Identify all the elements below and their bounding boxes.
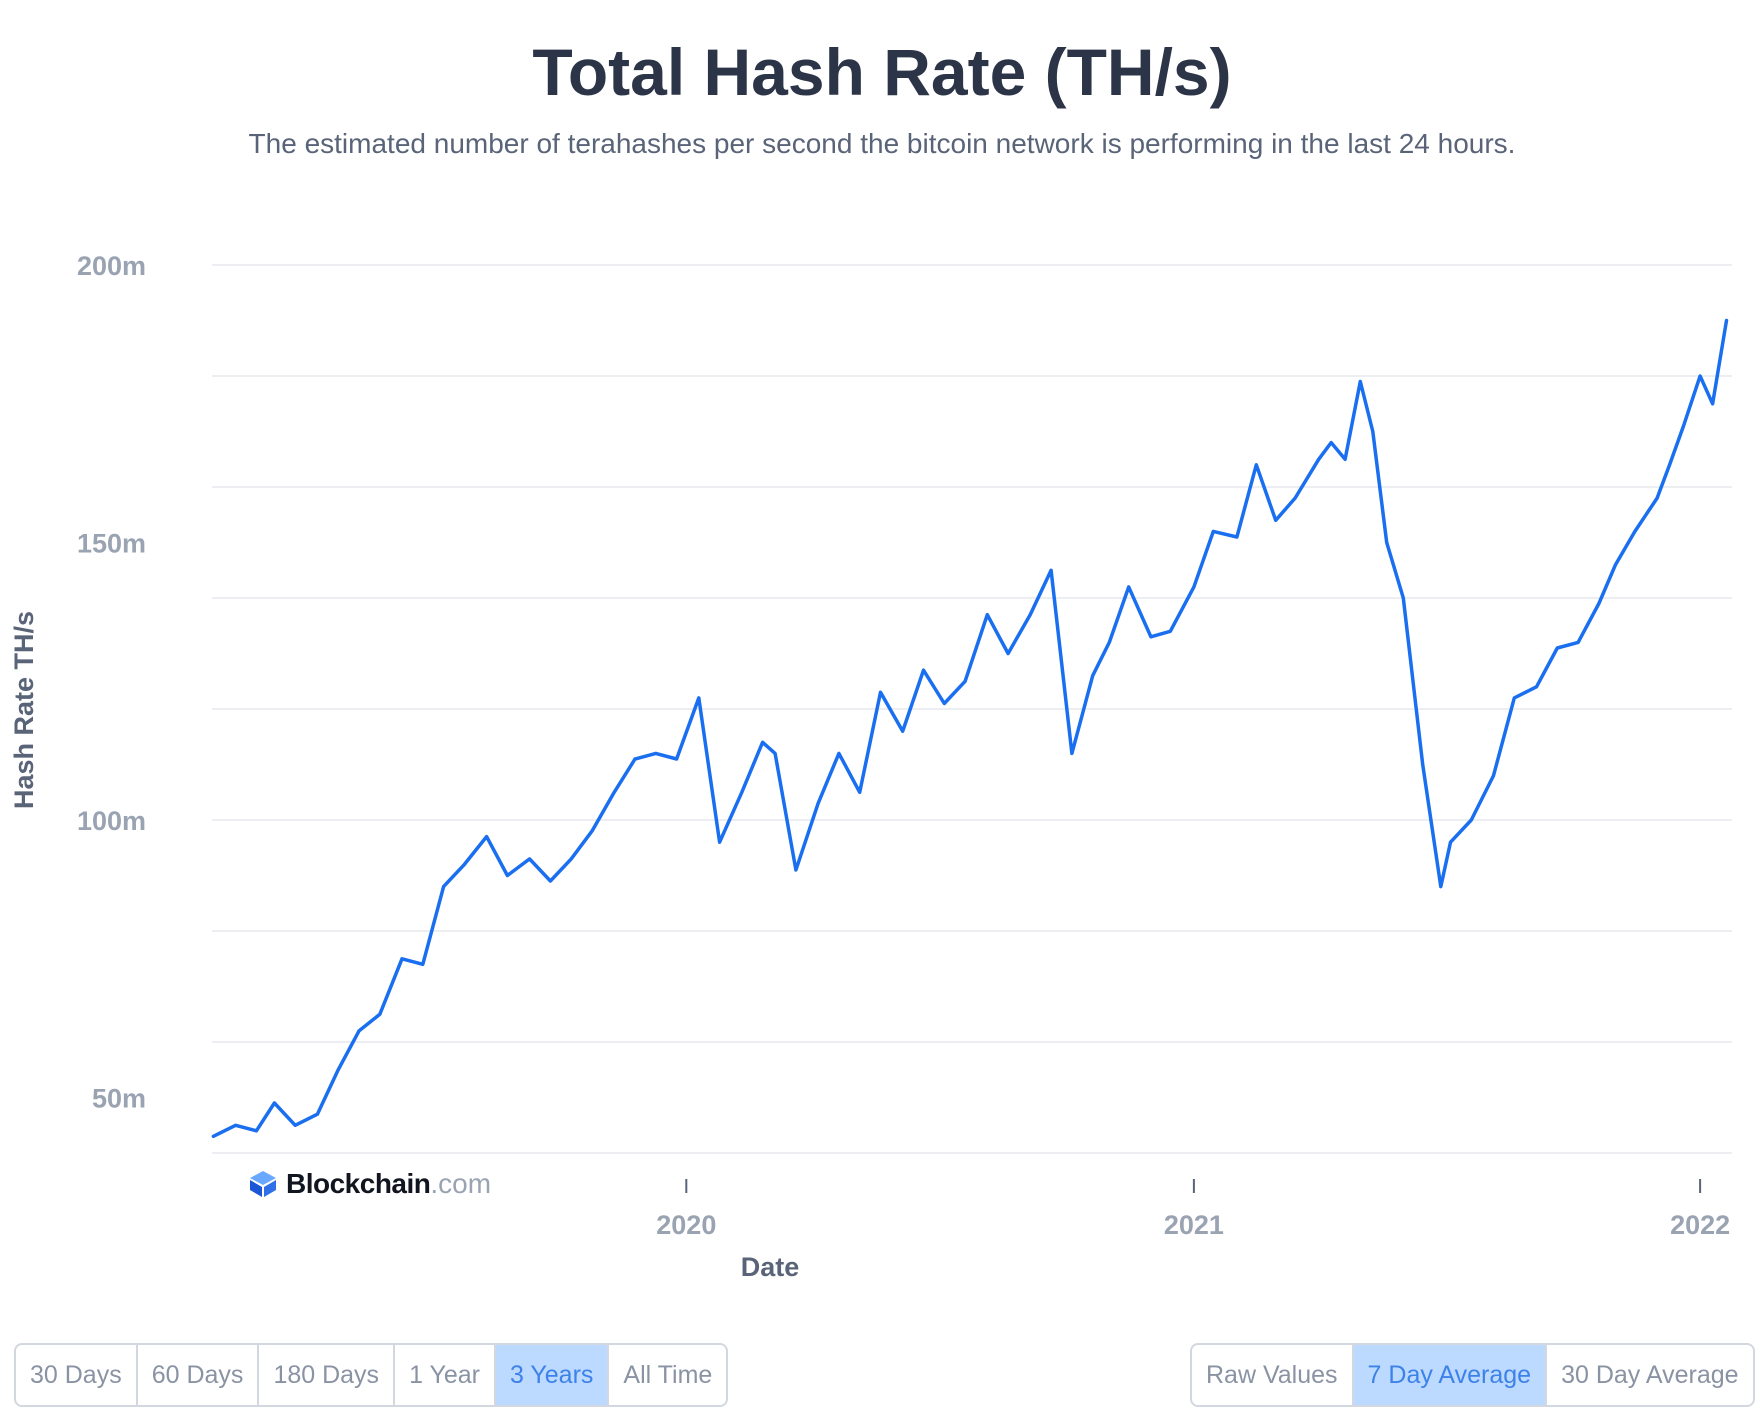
chart-subtitle: The estimated number of terahashes per s… (248, 128, 1516, 159)
y-tick-label: 150m (77, 529, 146, 559)
avg-7-day-average-button[interactable]: 7 Day Average (1353, 1345, 1548, 1405)
hash-rate-line (211, 318, 1729, 1139)
range-3-years-button[interactable]: 3 Years (495, 1345, 610, 1405)
y-tick-label: 50m (92, 1084, 146, 1114)
x-tick-label: 2021 (1164, 1210, 1224, 1240)
blockchain-brand: Blockchain .com (248, 1168, 491, 1200)
x-axis-ticks: 2020 2021 2022 (656, 1179, 1730, 1240)
chart-title: Total Hash Rate (TH/s) (532, 35, 1232, 109)
range-all-time-button[interactable]: All Time (623, 1361, 713, 1389)
grid-lines (212, 264, 1732, 1154)
x-tick-label: 2022 (1670, 1210, 1730, 1240)
range-60-days-button[interactable]: 60 Days (138, 1345, 260, 1405)
y-axis-label: Hash Rate TH/s (9, 611, 39, 809)
y-axis-ticks: 50m 100m 150m 200m (77, 251, 146, 1114)
range-1-year-button[interactable]: 1 Year (395, 1345, 496, 1405)
y-tick-label: 100m (77, 806, 146, 836)
avg-30-day-average-button[interactable]: 30 Day Average (1561, 1361, 1739, 1389)
x-tick-label: 2020 (656, 1210, 716, 1240)
blockchain-logo-icon (250, 1171, 276, 1197)
x-axis-label: Date (741, 1252, 800, 1282)
avg-raw-values-button[interactable]: Raw Values (1192, 1345, 1354, 1405)
range-180-days-button[interactable]: 180 Days (259, 1345, 396, 1405)
brand-name: Blockchain (286, 1168, 431, 1199)
time-range-selector: 30 Days 60 Days 180 Days 1 Year 3 Years All T… (14, 1343, 729, 1407)
averaging-selector: Raw Values 7 Day Average 30 Day Average (1190, 1343, 1755, 1407)
y-tick-label: 200m (77, 251, 146, 281)
range-30-days-button[interactable]: 30 Days (16, 1345, 138, 1405)
brand-tld: .com (430, 1168, 492, 1199)
